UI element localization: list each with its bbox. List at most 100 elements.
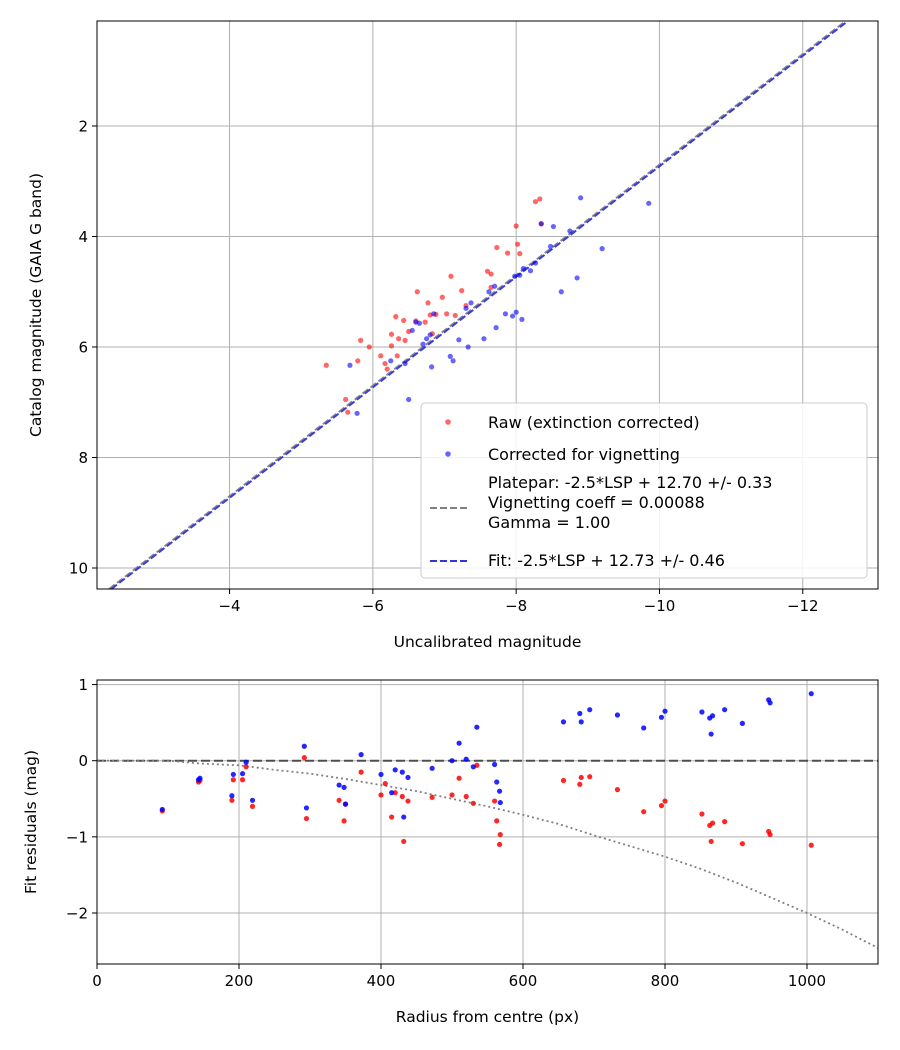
corrected-data-point — [739, 720, 745, 726]
corrected-data-point — [578, 719, 584, 725]
raw-data-point — [449, 792, 455, 798]
calibration-y-tick-label: 2 — [78, 117, 88, 135]
calibration-x-tick-label: −4 — [218, 597, 240, 615]
corrected-data-point — [429, 364, 435, 370]
corrected-data-point — [378, 771, 384, 778]
corrected-data-point — [599, 246, 605, 252]
corrected-data-point — [423, 336, 430, 342]
corrected-data-point — [406, 396, 412, 403]
raw-data-point — [422, 319, 428, 325]
raw-data-point — [229, 797, 235, 803]
corrected-data-point — [341, 784, 347, 790]
corrected-data-point — [767, 700, 773, 706]
corrected-data-point — [249, 797, 256, 803]
raw-data-point — [382, 360, 388, 367]
calibration-x-tick-label: −12 — [787, 597, 819, 615]
corrected-data-point — [574, 275, 580, 281]
corrected-data-point — [239, 771, 246, 777]
raw-data-point — [402, 337, 408, 343]
calibration-y-ticks: 2 4 6 8 10 — [69, 117, 97, 578]
corrected-data-point — [492, 283, 498, 289]
corrected-data-point — [527, 268, 534, 274]
raw-data-point — [429, 794, 435, 800]
raw-data-point — [739, 841, 745, 847]
legend-marker-raw — [445, 419, 451, 425]
raw-data-point — [614, 787, 621, 793]
corrected-data-point — [301, 743, 307, 749]
raw-data-point — [444, 311, 450, 317]
corrected-data-point — [416, 320, 423, 326]
calibration-y-axis-label: Catalog magnitude (GAIA G band) — [27, 173, 45, 437]
corrected-data-point — [519, 316, 525, 322]
raw-data-point — [641, 809, 647, 815]
residuals-x-ticks: 0 200 400 600 800 1000 — [92, 964, 826, 990]
corrected-data-point — [358, 752, 364, 758]
legend-marker-corrected — [445, 451, 451, 457]
corrected-data-point — [449, 758, 455, 764]
corrected-data-point — [342, 801, 349, 807]
raw-data-point — [343, 396, 349, 403]
corrected-data-point — [474, 724, 480, 730]
calibration-y-tick-label: 4 — [78, 228, 88, 246]
corrected-data-point — [547, 243, 554, 250]
calibration-x-ticks: −4 −6 −8 −10 −12 — [218, 589, 819, 615]
corrected-data-point — [409, 327, 415, 334]
raw-data-point — [494, 244, 500, 251]
raw-data-point — [378, 353, 384, 359]
raw-data-point — [388, 331, 395, 337]
raw-data-point — [389, 814, 395, 820]
raw-data-point — [808, 842, 814, 848]
raw-data-point — [767, 831, 773, 838]
corrected-data-point — [512, 273, 518, 279]
residuals-reference-lines — [97, 759, 879, 949]
raw-data-point — [388, 343, 395, 349]
raw-data-point — [459, 288, 465, 294]
calibration-plot-frame — [96, 20, 879, 590]
raw-data-point — [722, 819, 728, 825]
raw-data-point — [378, 792, 384, 798]
raw-data-point — [452, 312, 458, 319]
calibration-x-axis-label: Uncalibrated magnitude — [394, 633, 582, 651]
corrected-data-point — [550, 223, 557, 230]
corrected-data-point — [614, 712, 621, 718]
raw-data-point — [243, 764, 249, 770]
corrected-data-point — [497, 799, 503, 806]
raw-data-point — [405, 798, 411, 804]
corrected-data-point — [481, 336, 487, 342]
fit-line — [110, 20, 849, 590]
corrected-data-point — [354, 410, 360, 416]
raw-data-point — [488, 271, 494, 277]
raw-data-point — [484, 268, 491, 274]
raw-data-point — [399, 793, 405, 800]
corrected-data-point — [431, 311, 437, 317]
vignetting-model-curve — [97, 759, 879, 949]
raw-data-point — [301, 755, 307, 761]
raw-data-point — [662, 798, 668, 804]
residuals-y-axis-label: Fit residuals (mag) — [22, 750, 40, 894]
residuals-plot: 0 200 400 600 800 1000 −2 −1 0 1 Radius from cen… — [22, 676, 879, 1026]
raw-data-point — [587, 774, 593, 780]
corrected-data-point — [509, 313, 516, 319]
corrected-data-point — [641, 725, 647, 731]
corrected-data-point — [347, 362, 353, 368]
raw-data-point — [341, 818, 347, 824]
corrected-data-point — [399, 769, 405, 775]
corrected-data-point — [520, 265, 526, 272]
raw-data-point — [537, 196, 543, 202]
corrected-data-point — [577, 710, 583, 717]
residuals-x-tick-label: 800 — [651, 972, 680, 990]
corrected-data-point — [558, 289, 564, 295]
residuals-points — [159, 691, 814, 848]
corrected-data-point — [468, 300, 474, 306]
corrected-data-point — [494, 779, 500, 785]
corrected-data-point — [808, 691, 814, 697]
raw-data-point — [504, 250, 511, 256]
corrected-data-point — [567, 228, 573, 234]
platepar-line — [108, 20, 847, 590]
raw-data-point — [382, 780, 388, 787]
corrected-data-point — [405, 774, 411, 781]
raw-data-point — [578, 774, 584, 781]
corrected-data-point — [229, 793, 235, 799]
raw-data-point — [323, 362, 329, 368]
